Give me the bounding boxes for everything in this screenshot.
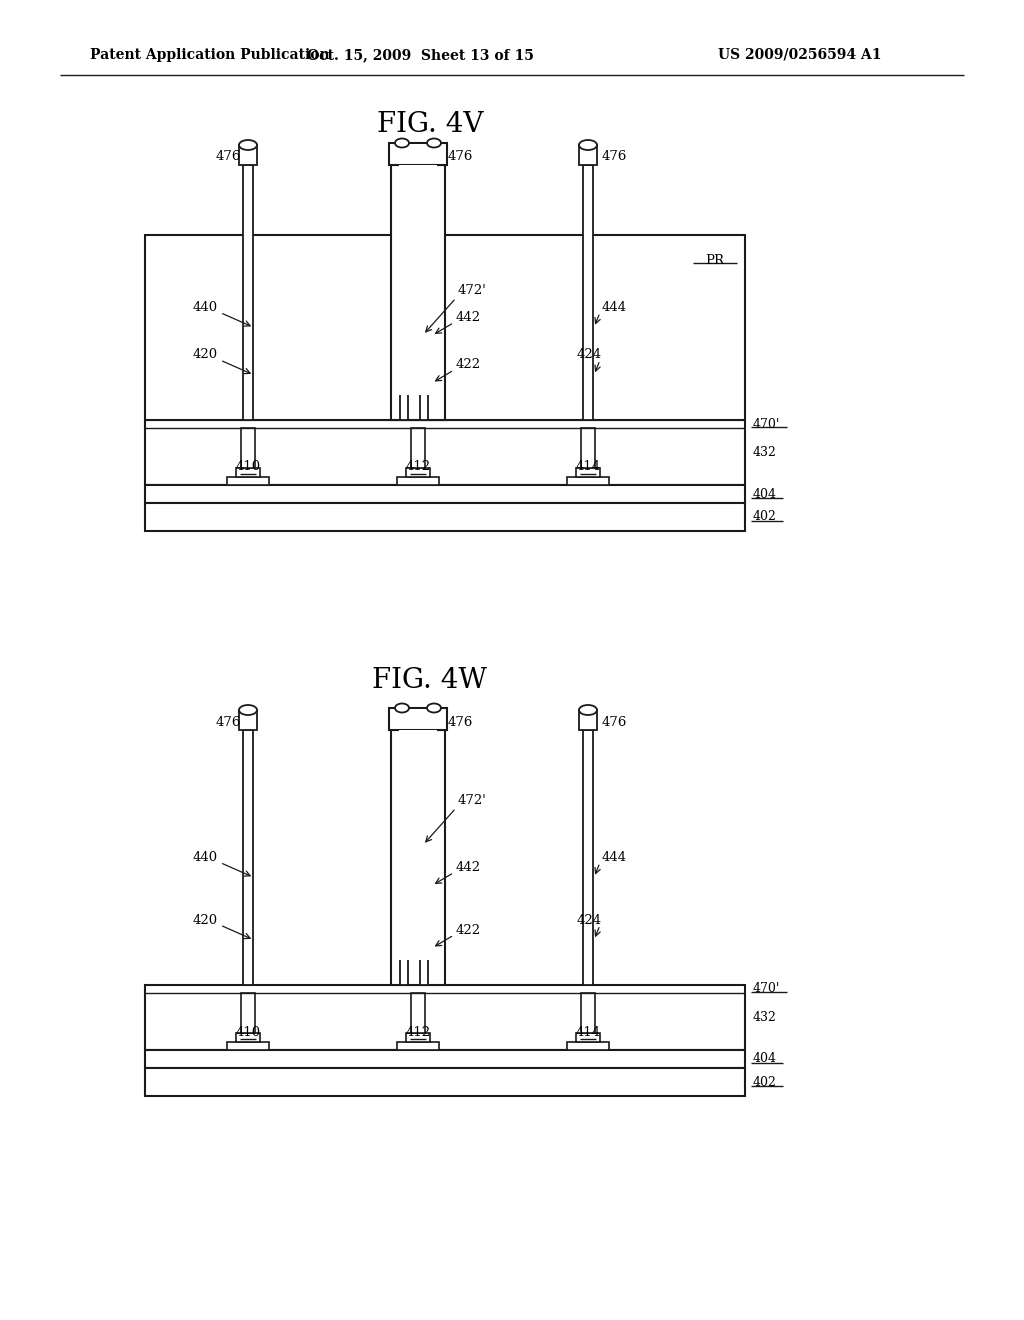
Bar xyxy=(579,710,597,730)
Bar xyxy=(575,1034,600,1041)
Bar xyxy=(389,708,447,730)
Bar xyxy=(399,165,437,395)
Text: 410: 410 xyxy=(236,461,260,474)
Text: 472': 472' xyxy=(458,793,486,807)
Text: 432: 432 xyxy=(753,1011,777,1024)
Ellipse shape xyxy=(395,139,409,148)
Bar xyxy=(145,1049,745,1068)
Text: 404: 404 xyxy=(753,1052,777,1065)
Text: 476: 476 xyxy=(216,150,242,164)
Bar xyxy=(567,477,609,484)
Bar xyxy=(399,730,437,960)
Bar xyxy=(145,503,745,531)
Bar xyxy=(400,730,408,985)
Bar xyxy=(243,730,253,985)
Text: 440: 440 xyxy=(193,301,218,314)
Bar xyxy=(145,484,745,503)
Bar xyxy=(227,1041,269,1049)
Bar xyxy=(411,993,425,1034)
Ellipse shape xyxy=(427,139,441,148)
Bar xyxy=(241,428,255,469)
Bar xyxy=(581,428,595,469)
Bar xyxy=(145,420,745,484)
Ellipse shape xyxy=(579,705,597,715)
Bar xyxy=(406,469,430,477)
Text: 414: 414 xyxy=(575,461,600,474)
Text: 476: 476 xyxy=(602,715,628,729)
Bar xyxy=(396,144,440,158)
Bar xyxy=(236,469,260,477)
Text: 412: 412 xyxy=(406,1026,430,1039)
Bar xyxy=(145,1068,745,1096)
Text: 440: 440 xyxy=(193,851,218,865)
Ellipse shape xyxy=(427,704,441,713)
Text: 414: 414 xyxy=(575,1026,600,1039)
Bar xyxy=(145,235,745,420)
Text: 404: 404 xyxy=(753,487,777,500)
Text: 424: 424 xyxy=(577,348,602,362)
Text: Oct. 15, 2009  Sheet 13 of 15: Oct. 15, 2009 Sheet 13 of 15 xyxy=(306,48,534,62)
Bar xyxy=(396,709,440,723)
Bar xyxy=(400,165,408,420)
Bar xyxy=(241,993,255,1034)
Text: 432: 432 xyxy=(753,446,777,459)
Ellipse shape xyxy=(239,705,257,715)
Ellipse shape xyxy=(579,140,597,150)
Text: 412: 412 xyxy=(406,461,430,474)
Text: 476: 476 xyxy=(216,715,242,729)
Bar xyxy=(145,985,745,1049)
Bar xyxy=(583,730,593,985)
Bar xyxy=(420,730,428,985)
Bar xyxy=(389,143,447,165)
Text: 476: 476 xyxy=(449,715,473,729)
Text: 424: 424 xyxy=(577,913,602,927)
Text: FIG. 4V: FIG. 4V xyxy=(377,111,483,139)
Text: FIG. 4W: FIG. 4W xyxy=(373,667,487,693)
Text: 420: 420 xyxy=(193,348,218,362)
Text: 470': 470' xyxy=(753,982,780,995)
Bar xyxy=(227,477,269,484)
Ellipse shape xyxy=(239,140,257,150)
Bar xyxy=(239,710,257,730)
Text: 476: 476 xyxy=(602,150,628,164)
Text: 402: 402 xyxy=(753,511,777,524)
Text: 442: 442 xyxy=(456,312,481,323)
Text: 470': 470' xyxy=(753,417,780,430)
Bar xyxy=(236,1034,260,1041)
Bar xyxy=(411,428,425,469)
Bar xyxy=(575,469,600,477)
Bar xyxy=(239,145,257,165)
Text: 444: 444 xyxy=(602,851,627,865)
Text: Patent Application Publication: Patent Application Publication xyxy=(90,48,330,62)
Text: 422: 422 xyxy=(456,924,481,936)
Bar xyxy=(397,477,439,484)
Text: 442: 442 xyxy=(456,861,481,874)
Bar xyxy=(391,730,445,985)
Bar xyxy=(579,145,597,165)
Text: 410: 410 xyxy=(236,1026,260,1039)
Text: US 2009/0256594 A1: US 2009/0256594 A1 xyxy=(718,48,882,62)
Text: 402: 402 xyxy=(753,1076,777,1089)
Ellipse shape xyxy=(395,704,409,713)
Bar xyxy=(391,165,445,420)
Bar xyxy=(243,165,253,420)
Text: 444: 444 xyxy=(602,301,627,314)
Text: PR: PR xyxy=(706,253,725,267)
Bar xyxy=(406,1034,430,1041)
Text: 420: 420 xyxy=(193,913,218,927)
Text: 472': 472' xyxy=(458,284,486,297)
Bar xyxy=(581,993,595,1034)
Bar xyxy=(567,1041,609,1049)
Bar xyxy=(420,165,428,420)
Bar xyxy=(397,1041,439,1049)
Text: 422: 422 xyxy=(456,359,481,371)
Text: 476: 476 xyxy=(449,150,473,164)
Bar xyxy=(583,165,593,420)
